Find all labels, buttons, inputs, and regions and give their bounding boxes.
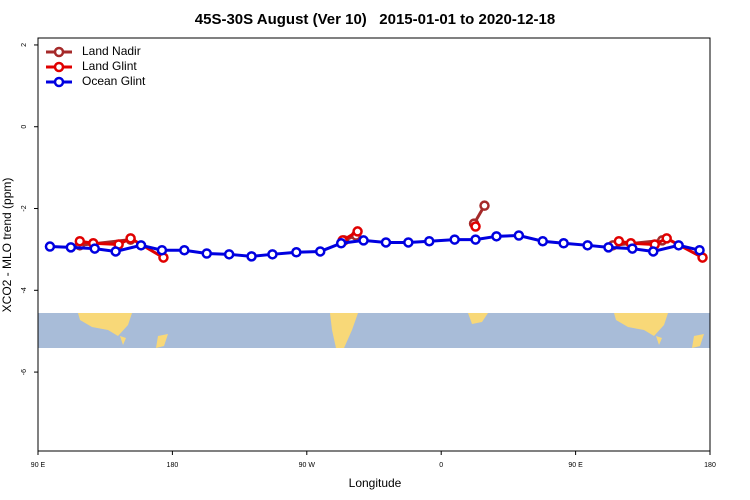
point [74,235,86,247]
point [491,231,502,242]
point [470,221,481,232]
map-strip [38,313,710,348]
y-axis-label: XCO2 - MLO trend (ppm) [0,178,14,313]
point [44,241,56,252]
point [314,246,326,257]
point [358,235,369,246]
x-tick-label: 90 E [568,462,583,469]
point [179,244,190,256]
point [223,249,235,260]
series-line [49,233,700,258]
point [380,237,392,248]
point [89,243,100,254]
point [694,244,705,256]
x-tick-label: 90 E [31,462,46,469]
y-tick-label: -4 [21,287,28,293]
point [582,240,593,251]
x-tick-label: 180 [167,462,179,469]
point [603,242,614,253]
legend-label: Land Glint [82,59,137,73]
point [291,247,302,258]
point [267,249,278,260]
legend-marker [53,76,65,88]
x-tick-label: 0 [439,462,443,469]
point [513,230,525,241]
y-tick-label: 0 [21,125,28,129]
point [661,233,672,244]
point [201,248,212,259]
legend-marker [53,61,65,73]
point [352,226,363,237]
legend-label: Land Nadir [82,44,141,58]
point [537,235,548,247]
point [135,240,147,251]
y-tick-label: -2 [21,205,28,211]
point [403,237,414,248]
point [335,238,347,249]
point [479,200,490,211]
x-axis-label: Longitude [349,476,402,490]
plot-frame [37,37,711,452]
point [648,246,659,257]
y-tick-label: 2 [21,43,28,47]
point [613,235,625,247]
point [470,234,481,245]
point [65,242,77,253]
legend-marker [53,46,65,58]
point [125,233,136,244]
point [424,235,435,247]
x-tick-label: 180 [704,462,716,469]
point [673,240,684,251]
point [110,246,121,257]
series-line [79,204,663,247]
point [558,238,569,249]
point [246,251,257,262]
legend-label: Ocean Glint [82,74,146,88]
point [627,243,638,254]
x-tick-label: 90 W [299,462,316,469]
point [156,244,168,256]
y-tick-label: -6 [21,369,28,375]
point [449,234,460,245]
chart-title: 45S-30S August (Ver 10) 2015-01-01 to 20… [195,11,555,28]
